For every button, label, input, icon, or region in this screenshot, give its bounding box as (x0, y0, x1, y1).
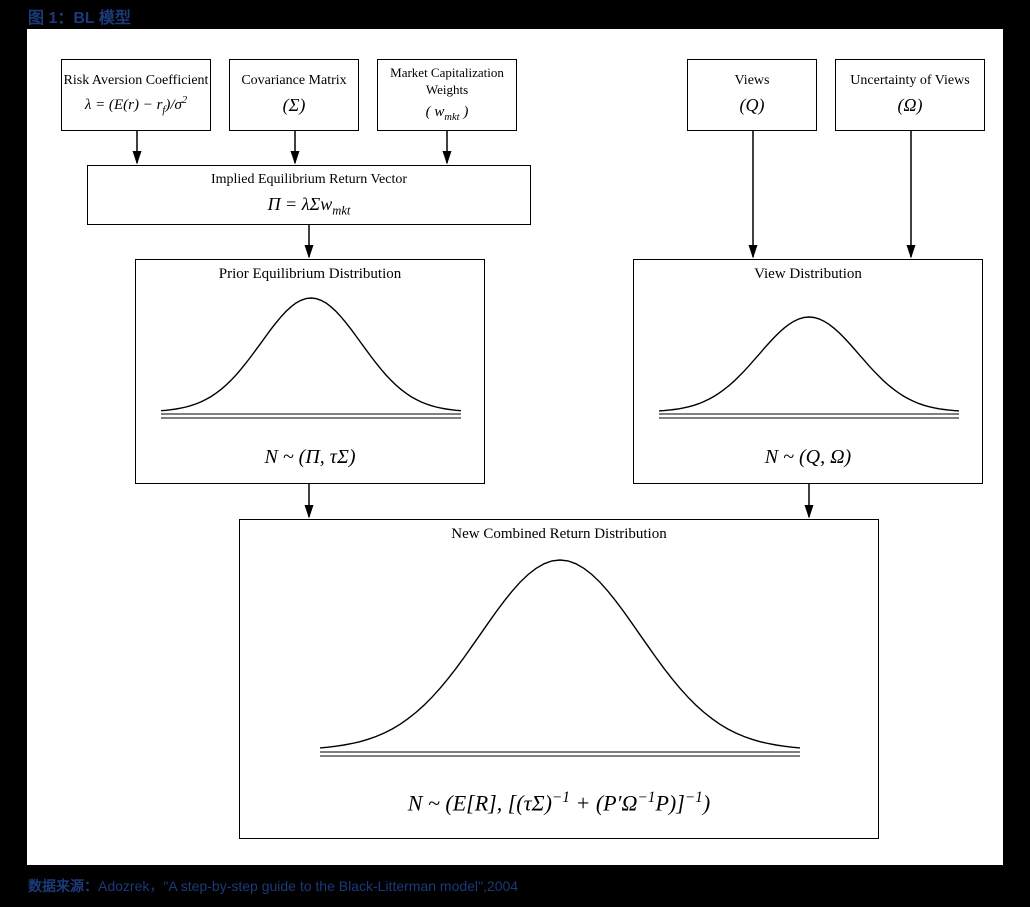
source-label: 数据来源： (28, 878, 98, 894)
source-text: Adozrek，"A step-by-step guide to the Bla… (98, 878, 518, 894)
diagram-canvas: Risk Aversion Coefficient λ = (E(r) − rf… (26, 28, 1004, 866)
figure-source: 数据来源：Adozrek，"A step-by-step guide to th… (28, 876, 518, 896)
flow-arrows (27, 29, 1005, 867)
figure-title: 图 1：BL 模型 (28, 4, 131, 28)
